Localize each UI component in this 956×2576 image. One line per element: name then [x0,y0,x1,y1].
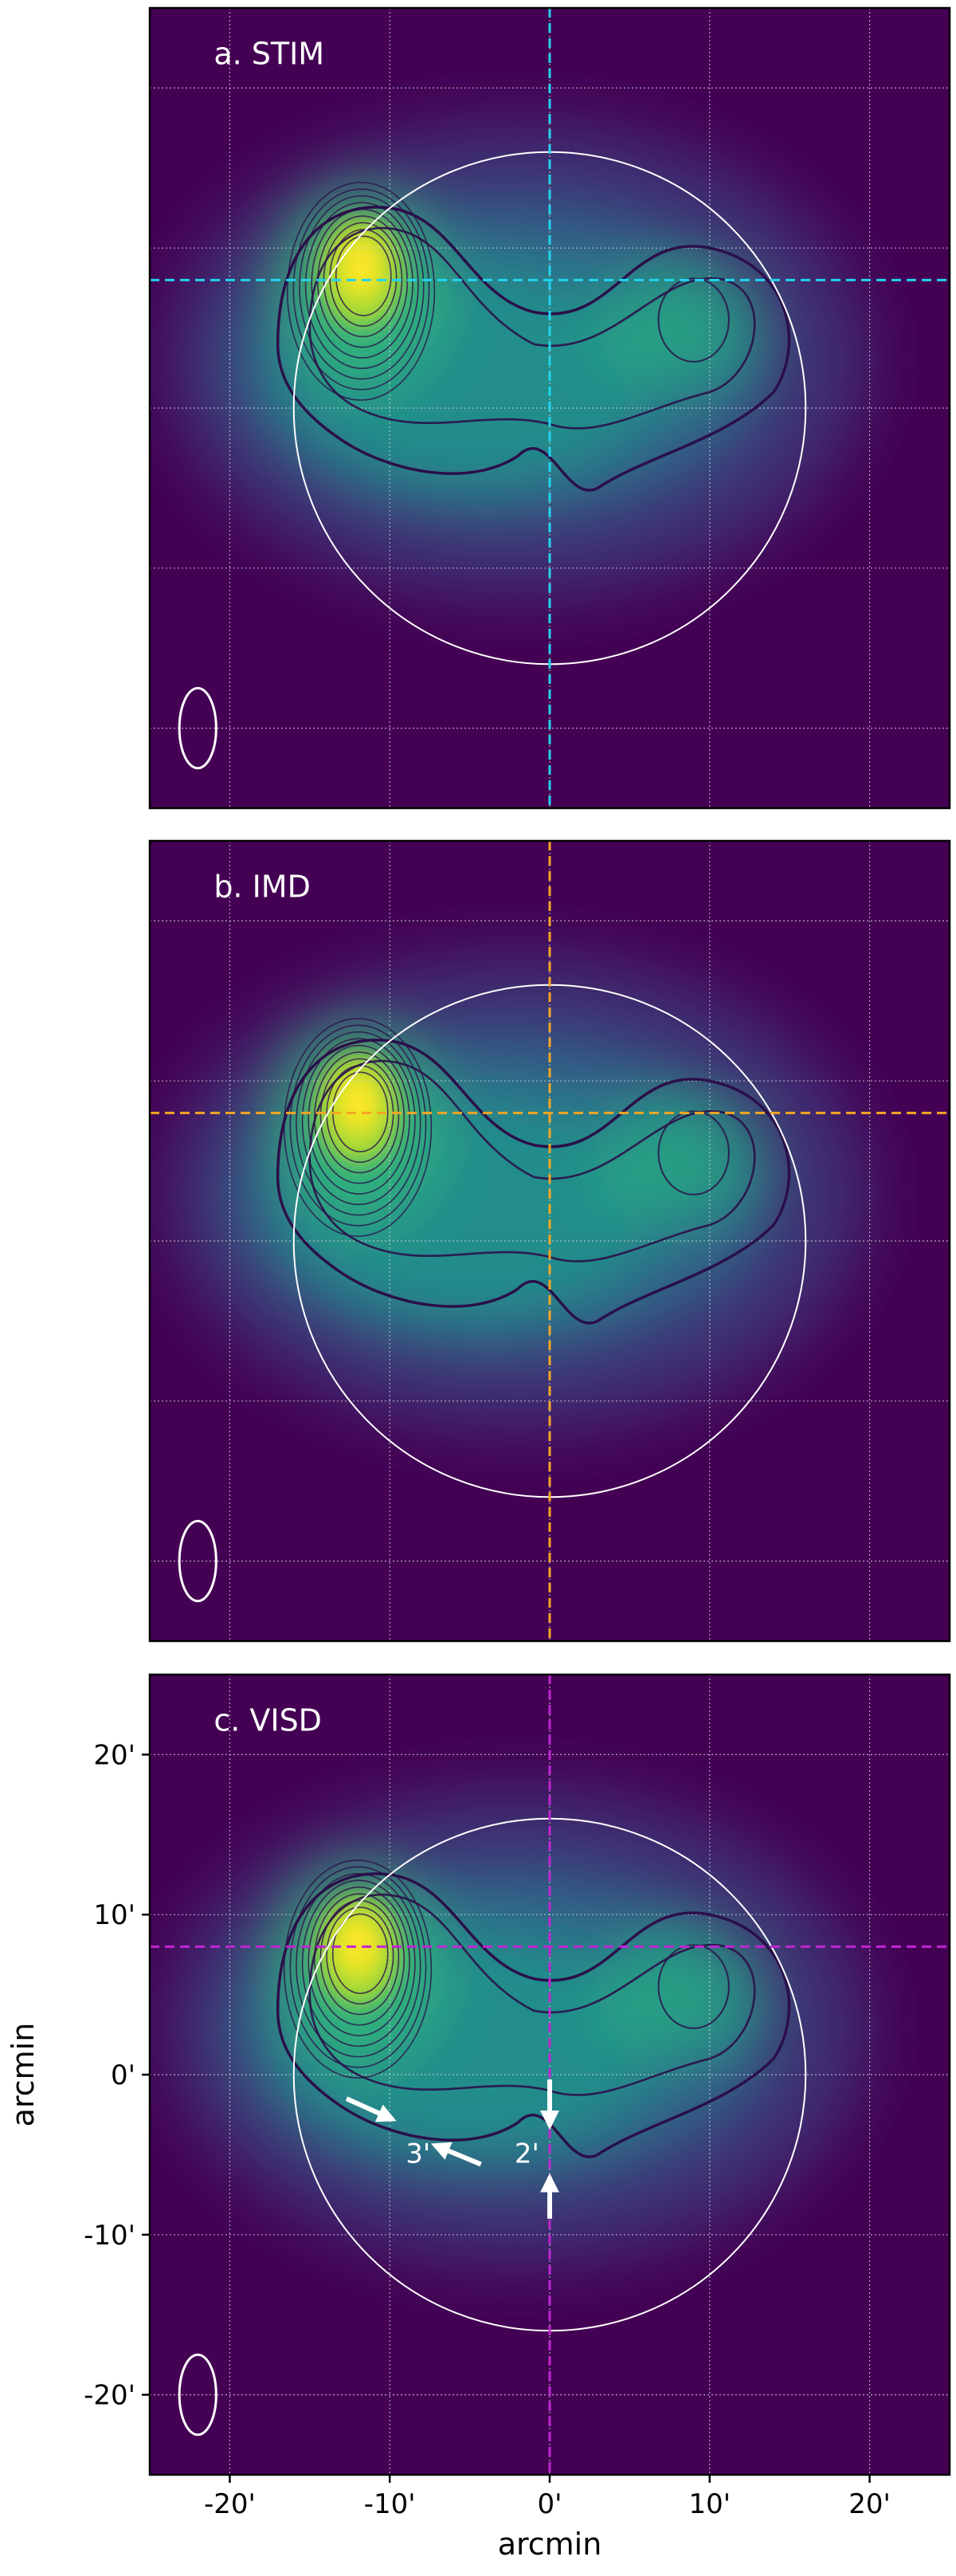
contour-outer [276,1039,791,1325]
contours [276,182,791,492]
contour-east-clump [657,1110,730,1196]
contour-peak-ring [308,1044,410,1195]
y-tick-label: 10' [93,1899,135,1931]
contour-peak-ring [301,1879,416,2048]
panel-3: c. VISD 3' 2' [150,1675,950,2475]
y-tick-label: -20' [84,2380,135,2412]
contour-peak-ring [289,1866,427,2068]
emission-map [166,952,870,1433]
beam-ellipse [178,2353,217,2437]
panel-title: a. STIM [214,36,324,71]
y-tick-label: -10' [84,2220,135,2252]
contour-peak-ring [319,1058,400,1174]
contour-peak-ring [335,235,392,316]
annotation-arrow [345,2096,397,2122]
contour-peak-ring [296,1872,421,2058]
contour-peak-ring [286,182,436,401]
contour-peak-ring [292,188,430,391]
emission-map [166,1786,870,2267]
contour-peak-ring [317,215,409,348]
panel-title: b. IMD [214,869,311,904]
contour-peak-ring [283,1018,433,1237]
contour-peak-ring [319,1899,400,2016]
panel-frame [148,6,951,810]
contours [276,1018,791,1325]
contour-peak-ring [331,1913,389,1994]
contour-east-clump [657,277,730,363]
y-axis-label: arcmin [6,2023,41,2127]
y-tick-label: 0' [111,2060,135,2091]
annotation-label: 2' [515,2138,539,2170]
x-tick-label: -20' [204,2488,256,2520]
beam-ellipse [178,1519,217,1603]
y-tick-label: 20' [93,1739,135,1771]
annotations: 3' 2' [345,2079,559,2219]
panel-frame [148,839,951,1643]
contour-mid [308,1059,756,1262]
x-axis-label: arcmin [498,2527,602,2562]
contour-peak-ring [299,194,425,380]
contour-outer [276,206,791,492]
contour-outer [276,1872,791,2158]
contour-peak-ring [301,1038,416,1206]
contour-peak-ring [304,202,419,370]
contour-peak-ring [308,1886,410,2036]
contour-peak-ring [326,1906,394,2005]
panel-2: b. IMD [150,841,950,1641]
emission-map [166,120,870,600]
x-tick-label: 0' [538,2488,562,2520]
panel-title: c. VISD [214,1702,322,1738]
axes: -20' -10' 0' 10' 20' 20' 10' 0' -10' -20' arcmin ar… [6,1739,891,2562]
contour-peak-ring [289,1024,427,1227]
x-tick-label: -10' [364,2488,416,2520]
annotation-label: 3' [406,2138,430,2170]
annotation-arrow [430,2142,482,2167]
contour-peak-ring [311,208,413,359]
contour-peak-ring [283,1859,433,2079]
x-tick-label: 20' [848,2488,891,2520]
contour-peak-ring [314,1051,406,1184]
panel-1: a. STIM [150,8,950,808]
contour-east-clump [657,1944,730,2029]
contour-peak-ring [314,1893,406,2026]
contour-peak-ring [296,1031,421,1216]
beam-ellipse [178,686,217,770]
contour-mid [308,1893,756,2096]
contours [276,1859,791,2158]
x-tick-label: 10' [688,2488,731,2520]
